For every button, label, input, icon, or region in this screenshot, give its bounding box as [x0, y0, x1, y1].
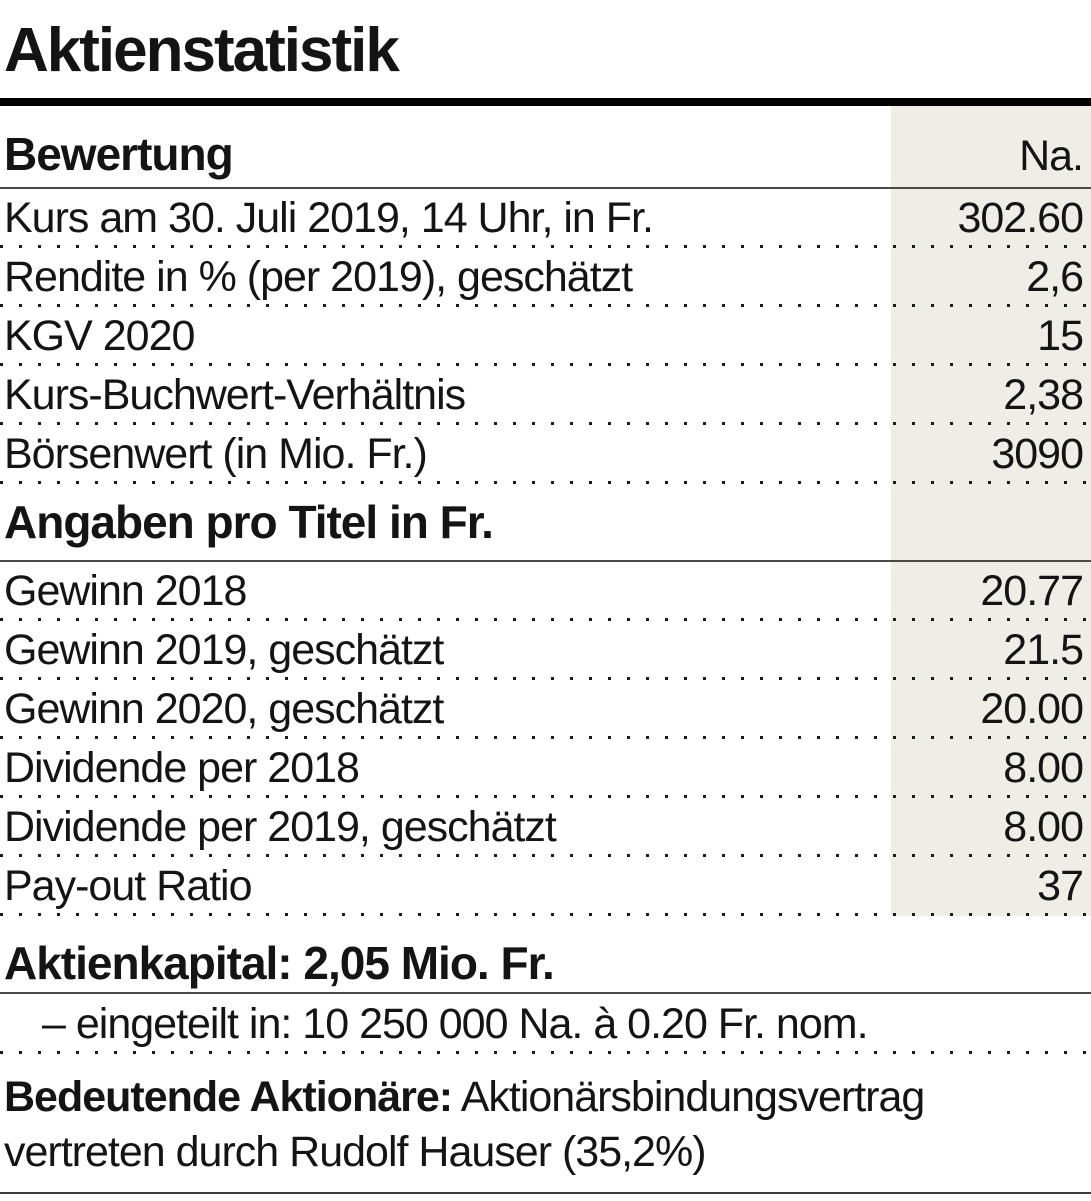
- table-section-row: Angaben pro Titel in Fr.: [0, 484, 1091, 562]
- table-row: Börsenwert (in Mio. Fr.) 3090: [0, 425, 1091, 484]
- page-title: Aktienstatistik: [4, 16, 400, 85]
- section-header-bewertung: Bewertung: [4, 128, 234, 180]
- table-row: Dividende per 2018 8.00: [0, 739, 1091, 798]
- table-row: Rendite in % (per 2019), geschätzt 2,6: [0, 248, 1091, 307]
- table-header-row: Bewertung Na.: [0, 106, 1091, 189]
- table-row: Gewinn 2019, geschätzt 21.5: [0, 621, 1091, 680]
- capital-detail-row: – eingeteilt in: 10 250 000 Na. à 0.20 F…: [0, 994, 1091, 1054]
- capital-detail-text: – eingeteilt in: 10 250 000 Na. à 0.20 F…: [42, 999, 869, 1048]
- section-header-angaben-pro-titel: Angaben pro Titel in Fr.: [4, 496, 494, 548]
- row-value: 20.77: [891, 562, 1091, 621]
- title-divider: [0, 98, 1091, 106]
- row-value: 37: [891, 857, 1091, 916]
- row-value: 302.60: [891, 189, 1091, 248]
- row-value: 20.00: [891, 680, 1091, 739]
- row-value: 3090: [891, 425, 1091, 484]
- shareholders-line1: Aktionärsbindungsvertrag: [460, 1073, 926, 1121]
- table-row: Gewinn 2020, geschätzt 20.00: [0, 680, 1091, 739]
- section-header-value-spacer: [891, 484, 1091, 560]
- row-label: Gewinn 2019, geschätzt: [4, 626, 444, 674]
- stats-table: Bewertung Na. Kurs am 30. Juli 2019, 14 …: [0, 106, 1091, 916]
- table-row: KGV 2020 15: [0, 307, 1091, 366]
- row-label: Dividende per 2018: [4, 744, 360, 792]
- row-value: 8.00: [891, 798, 1091, 857]
- row-value: 15: [891, 307, 1091, 366]
- shareholders-paragraph: Bedeutende Aktionäre: Aktionärsbindungsv…: [0, 1064, 1091, 1194]
- row-value: 2,6: [891, 248, 1091, 307]
- row-label: Kurs am 30. Juli 2019, 14 Uhr, in Fr.: [4, 194, 654, 242]
- row-label: Börsenwert (in Mio. Fr.): [4, 430, 428, 478]
- row-label: KGV 2020: [4, 312, 195, 360]
- table-row: Kurs-Buchwert-Verhältnis 2,38: [0, 366, 1091, 425]
- table-row: Dividende per 2019, geschätzt 8.00: [0, 798, 1091, 857]
- table-row: Kurs am 30. Juli 2019, 14 Uhr, in Fr. 30…: [0, 189, 1091, 248]
- row-label: Gewinn 2020, geschätzt: [4, 685, 444, 733]
- shareholders-line2: vertreten durch Rudolf Hauser (35,2%): [4, 1128, 707, 1176]
- table-row: Gewinn 2018 20.77: [0, 562, 1091, 621]
- row-label: Rendite in % (per 2019), geschätzt: [4, 253, 633, 301]
- row-label: Gewinn 2018: [4, 567, 247, 615]
- table-row: Pay-out Ratio 37: [0, 857, 1091, 916]
- column-header-na: Na.: [891, 106, 1091, 187]
- row-value: 2,38: [891, 366, 1091, 425]
- row-value: 21.5: [891, 621, 1091, 680]
- row-label: Kurs-Buchwert-Verhältnis: [4, 371, 466, 419]
- capital-header: Aktienkapital: 2,05 Mio. Fr.: [0, 934, 1091, 994]
- row-value: 8.00: [891, 739, 1091, 798]
- shareholders-label: Bedeutende Aktionäre:: [4, 1073, 453, 1121]
- row-label: Pay-out Ratio: [4, 862, 253, 910]
- row-label: Dividende per 2019, geschätzt: [4, 803, 557, 851]
